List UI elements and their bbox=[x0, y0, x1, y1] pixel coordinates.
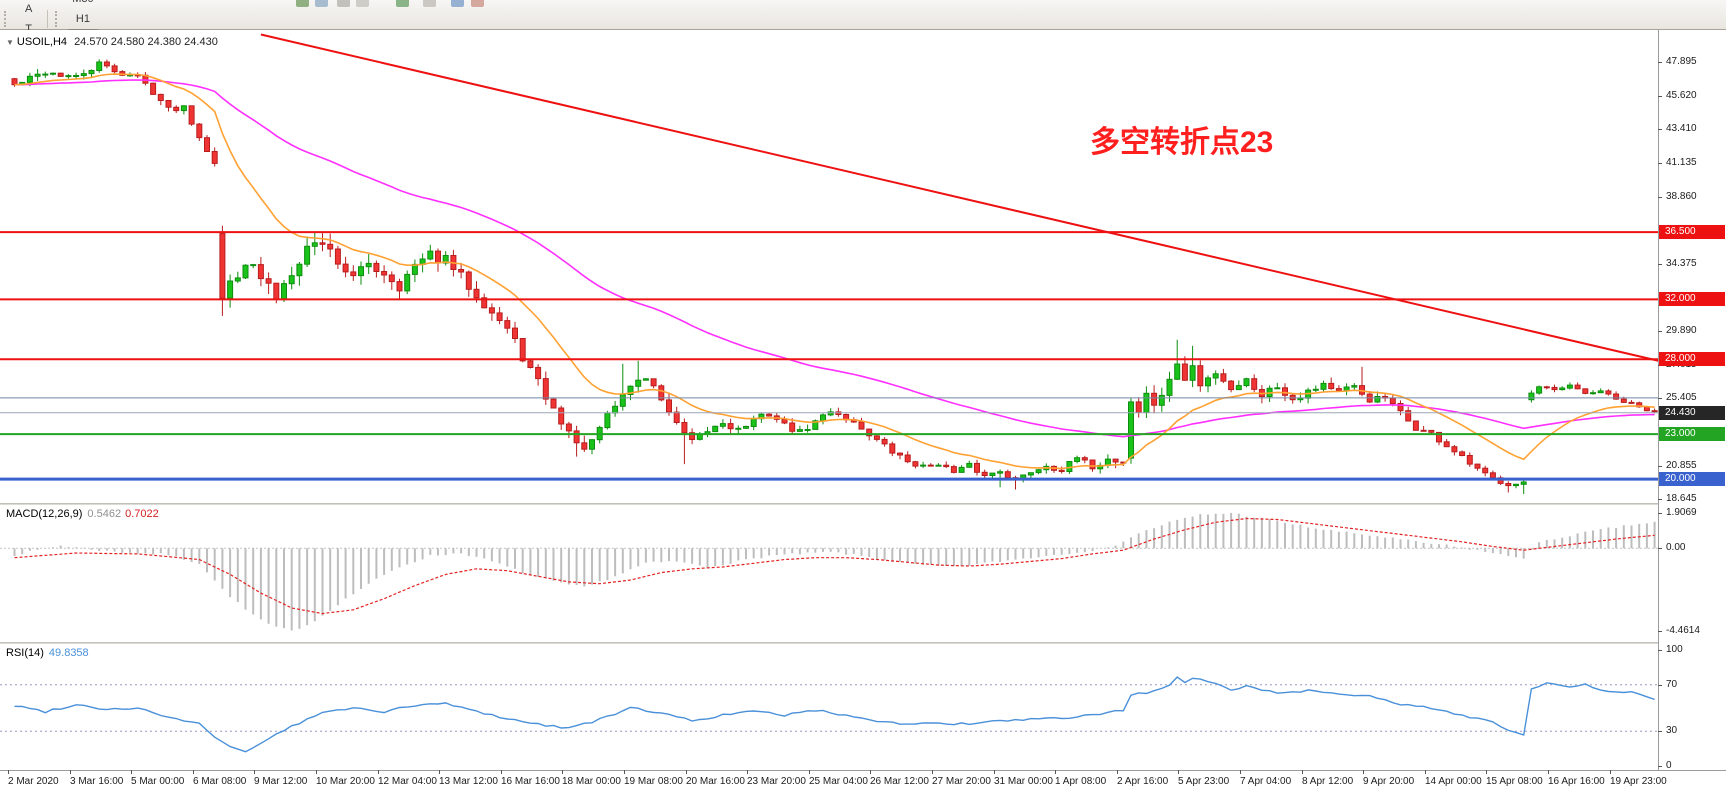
pane-splitter-macd[interactable] bbox=[0, 503, 1726, 505]
macd-label: MACD(12,26,9) 0.5462 0.7022 bbox=[6, 508, 159, 520]
pane-splitter-rsi[interactable] bbox=[0, 642, 1726, 644]
annotation-text[interactable]: 多空转折点23 bbox=[1090, 126, 1274, 159]
clipped-icon-fragment bbox=[396, 0, 409, 7]
price-scale[interactable] bbox=[1658, 30, 1726, 770]
time-axis-label: 2 Apr 16:00 bbox=[1117, 776, 1169, 787]
macd-value-main: 0.5462 bbox=[87, 508, 122, 520]
rsi-indicator-name: RSI(14) bbox=[6, 647, 44, 659]
clipped-icon-fragment bbox=[337, 0, 350, 7]
time-axis-label: 8 Apr 12:00 bbox=[1302, 776, 1354, 787]
clipped-icon-fragment bbox=[315, 0, 328, 7]
time-axis-label: 12 Mar 04:00 bbox=[378, 776, 437, 787]
time-axis-label: 31 Mar 00:00 bbox=[994, 776, 1053, 787]
time-axis-label: 6 Mar 08:00 bbox=[193, 776, 247, 787]
text-label-button[interactable]: T bbox=[25, 22, 32, 35]
line-studies-toolbar: ▦AT↖▾ M1M5M15M30H1H4D1W1MN bbox=[2, 0, 100, 105]
time-axis-label: 15 Apr 08:00 bbox=[1486, 776, 1543, 787]
price-tag-28.000[interactable]: 28.000 bbox=[1659, 352, 1725, 366]
time-axis-label: 3 Mar 16:00 bbox=[70, 776, 124, 787]
time-axis-label: 10 Mar 20:00 bbox=[316, 776, 375, 787]
time-axis-label: 1 Apr 08:00 bbox=[1055, 776, 1107, 787]
price-tag-32.000[interactable]: 32.000 bbox=[1659, 292, 1725, 306]
time-axis-label: 9 Mar 12:00 bbox=[254, 776, 308, 787]
price-tag-23.000[interactable]: 23.000 bbox=[1659, 427, 1725, 441]
macd-indicator-pane[interactable] bbox=[0, 505, 1658, 642]
time-axis-label: 20 Mar 16:00 bbox=[686, 776, 745, 787]
rsi-indicator-pane[interactable] bbox=[0, 644, 1658, 770]
timeframe-button-m30[interactable]: M30 bbox=[67, 0, 98, 9]
clipped-icon-fragment bbox=[423, 0, 436, 7]
time-axis-label: 19 Apr 23:00 bbox=[1610, 776, 1667, 787]
price-tag-24.430[interactable]: 24.430 bbox=[1659, 406, 1725, 420]
rsi-value: 49.8358 bbox=[48, 647, 89, 659]
time-axis-label: 23 Mar 20:00 bbox=[747, 776, 806, 787]
chart-dropdown-icon[interactable]: ▼ bbox=[6, 38, 14, 47]
text-annotation-button[interactable]: A bbox=[24, 2, 33, 15]
clipped-icon-fragment bbox=[356, 0, 369, 7]
time-axis-label: 25 Mar 04:00 bbox=[809, 776, 868, 787]
time-axis-label: 16 Apr 16:00 bbox=[1548, 776, 1605, 787]
clipped-icon-fragment bbox=[451, 0, 464, 7]
timeframe-button-h1[interactable]: H1 bbox=[75, 12, 90, 25]
chart-symbol-label: USOIL,H4 bbox=[16, 36, 68, 48]
time-axis-label: 14 Apr 00:00 bbox=[1425, 776, 1482, 787]
chart-ohlc-values: 24.570 24.580 24.380 24.430 bbox=[74, 36, 218, 48]
rsi-label: RSI(14) 49.8358 bbox=[6, 647, 89, 659]
time-axis-label: 7 Apr 04:00 bbox=[1240, 776, 1292, 787]
price-tag-36.500[interactable]: 36.500 bbox=[1659, 225, 1725, 239]
toolbar-separator bbox=[47, 9, 49, 28]
time-axis-label: 5 Mar 00:00 bbox=[131, 776, 185, 787]
price-chart-pane[interactable] bbox=[0, 32, 1658, 503]
time-axis-line bbox=[0, 770, 1726, 771]
clipped-icon-fragment bbox=[471, 0, 484, 7]
macd-value-signal: 0.7022 bbox=[125, 508, 159, 520]
time-axis-label: 27 Mar 20:00 bbox=[932, 776, 991, 787]
time-axis-label: 9 Apr 20:00 bbox=[1363, 776, 1415, 787]
chart-window: 47.895 45.620 43.410 41.135 38.860 34.375 29.8… bbox=[0, 30, 1726, 794]
time-axis-label: 16 Mar 16:00 bbox=[501, 776, 560, 787]
time-axis-label: 5 Apr 23:00 bbox=[1178, 776, 1230, 787]
price-tag-20.000[interactable]: 20.000 bbox=[1659, 472, 1725, 486]
macd-indicator-name: MACD(12,26,9) bbox=[6, 508, 83, 520]
clipped-icon-fragment bbox=[296, 0, 309, 7]
time-axis-label: 26 Mar 12:00 bbox=[870, 776, 929, 787]
time-axis-label: 13 Mar 12:00 bbox=[439, 776, 498, 787]
time-axis-label: 2 Mar 2020 bbox=[8, 776, 59, 787]
toolbar-grip[interactable] bbox=[4, 10, 11, 27]
chart-title: ▼ USOIL,H4 24.570 24.580 24.380 24.430 bbox=[6, 36, 218, 48]
time-axis-label: 18 Mar 00:00 bbox=[562, 776, 621, 787]
time-axis-label: 19 Mar 08:00 bbox=[624, 776, 683, 787]
main-toolbar: ▦AT↖▾ M1M5M15M30H1H4D1W1MN bbox=[0, 0, 1726, 105]
toolbar-grip-2[interactable] bbox=[55, 10, 62, 27]
